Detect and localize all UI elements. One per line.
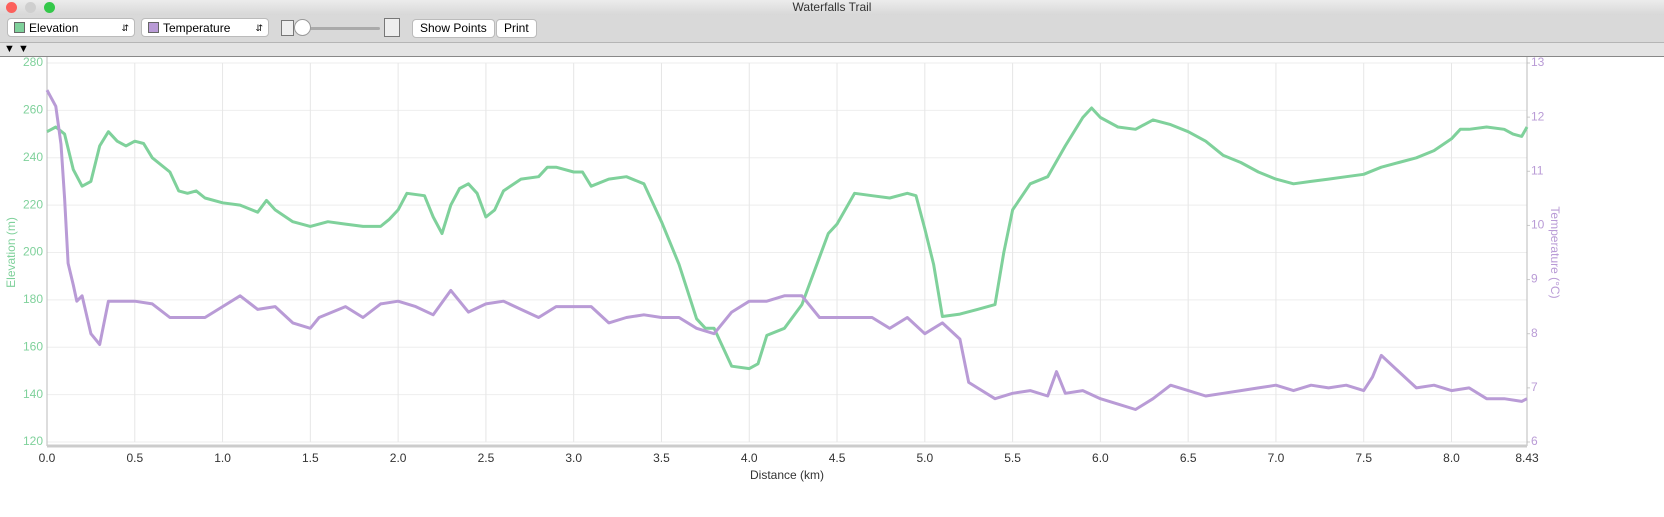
- y-tick-label: 140: [23, 387, 43, 401]
- x-tick-label: 6.0: [1092, 451, 1109, 465]
- swatch: [148, 22, 159, 33]
- y-tick-label: 160: [23, 339, 43, 353]
- x-tick-label: 8.43: [1515, 451, 1539, 465]
- y-tick-label: 220: [23, 197, 43, 211]
- series-line: [45, 89, 1528, 411]
- x-tick-label: 1.0: [214, 451, 231, 465]
- marker-strip: ▼ ▼: [0, 43, 1664, 57]
- x-tick-label: 0.0: [39, 451, 56, 465]
- large-icon: [384, 18, 400, 37]
- series-select[interactable]: Elevation ⇵: [7, 18, 135, 37]
- title-bar: Waterfalls Trail: [0, 0, 1664, 15]
- y-tick-label: 120: [23, 434, 43, 448]
- y2-tick-label: 7: [1531, 380, 1538, 394]
- x-axis-label: Distance (km): [750, 468, 824, 482]
- y-axis-label: Elevation (m): [4, 217, 18, 288]
- toolbar: Elevation ⇵ Temperature ⇵ Show Points Prin…: [0, 15, 1664, 43]
- show-points-button[interactable]: Show Points: [412, 19, 495, 38]
- y2-tick-label: 8: [1531, 326, 1538, 340]
- series-line: [46, 106, 1529, 371]
- select-text: Temperature: [163, 21, 231, 35]
- y2-tick-label: 12: [1531, 109, 1545, 123]
- y2-tick-label: 13: [1531, 55, 1545, 69]
- x-tick-label: 0.5: [126, 451, 143, 465]
- x-tick-label: 5.0: [916, 451, 933, 465]
- x-tick-label: 2.5: [478, 451, 495, 465]
- zoom-button[interactable]: [44, 2, 55, 13]
- slider-track[interactable]: [300, 27, 380, 30]
- swatch: [14, 22, 25, 33]
- marker[interactable]: ▼: [4, 43, 15, 55]
- y-tick-label: 240: [23, 150, 43, 164]
- x-tick-label: 3.0: [565, 451, 582, 465]
- y2-tick-label: 11: [1531, 163, 1544, 177]
- print-button[interactable]: Print: [496, 19, 537, 38]
- x-tick-label: 6.5: [1180, 451, 1197, 465]
- x-tick-label: 3.5: [653, 451, 670, 465]
- y-tick-label: 200: [23, 245, 43, 259]
- y2-tick-label: 10: [1531, 218, 1545, 232]
- y-tick-label: 180: [23, 292, 43, 306]
- y2-tick-label: 6: [1531, 434, 1538, 448]
- x-tick-label: 7.0: [1268, 451, 1285, 465]
- chevron: ⇵: [255, 23, 263, 33]
- y-tick-label: 260: [23, 103, 43, 117]
- small-icon: [281, 20, 294, 36]
- select-text: Elevation: [29, 21, 79, 35]
- x-tick-label: 4.0: [741, 451, 758, 465]
- x-tick-label: 7.5: [1355, 451, 1372, 465]
- series-select[interactable]: Temperature ⇵: [141, 18, 269, 37]
- close-button[interactable]: [6, 2, 17, 13]
- window-title: Waterfalls Trail: [792, 0, 872, 14]
- chevron: ⇵: [121, 23, 129, 33]
- marker[interactable]: ▼: [18, 43, 29, 55]
- slider-knob[interactable]: [294, 19, 311, 36]
- y-tick-label: 280: [23, 55, 43, 69]
- y2-tick-label: 9: [1531, 272, 1538, 286]
- minimize-button[interactable]: [25, 2, 36, 13]
- x-tick-label: 4.5: [829, 451, 846, 465]
- y2-axis-label: Temperature (°C): [1548, 206, 1562, 298]
- x-tick-label: 5.5: [1004, 451, 1021, 465]
- x-tick-label: 2.0: [390, 451, 407, 465]
- x-tick-label: 1.5: [302, 451, 319, 465]
- x-tick-label: 8.0: [1443, 451, 1460, 465]
